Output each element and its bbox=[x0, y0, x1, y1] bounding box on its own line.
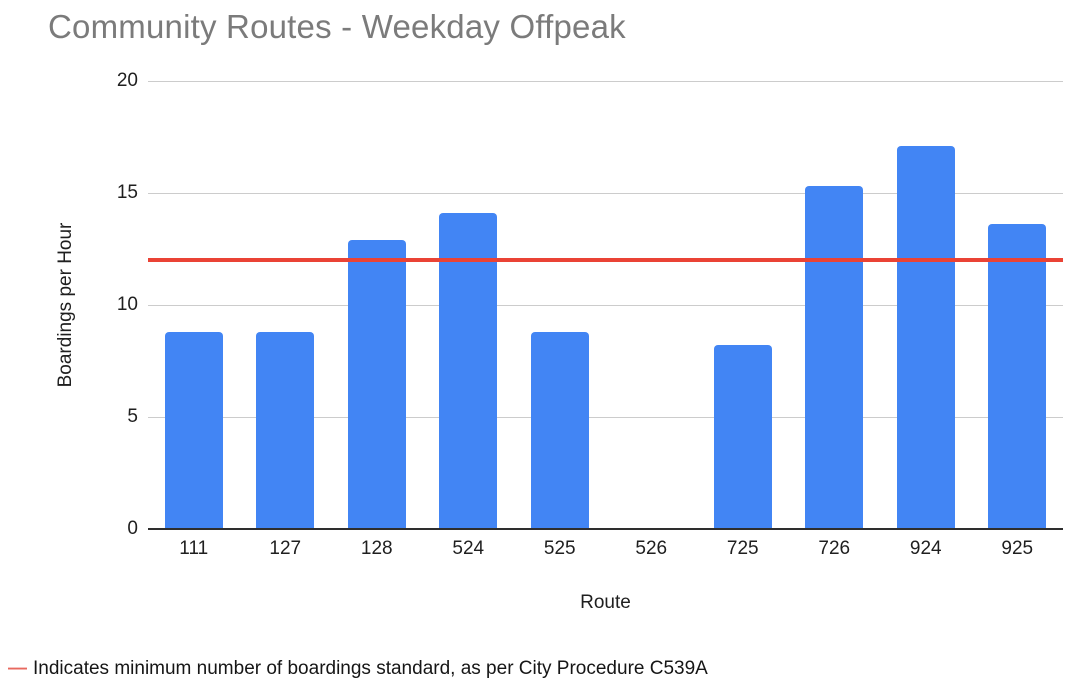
bar-725 bbox=[713, 345, 772, 529]
bar-524 bbox=[439, 213, 498, 529]
reference-line-legend-marker: — bbox=[8, 658, 27, 679]
x-tick-label-925: 925 bbox=[1001, 538, 1034, 559]
y-axis-labels: 0 5 10 15 20 bbox=[0, 70, 138, 539]
gridline-10 bbox=[148, 304, 1063, 306]
plot-area bbox=[148, 80, 1063, 530]
bar-128 bbox=[347, 240, 406, 529]
x-tick-label-111: 111 bbox=[179, 538, 209, 559]
x-tick-label-924: 924 bbox=[909, 538, 942, 559]
y-tick-label-0: 0 bbox=[127, 518, 138, 539]
gridline-20 bbox=[148, 80, 1063, 82]
bar-924 bbox=[896, 145, 955, 529]
reference-line-legend: — Indicates minimum number of boardings s… bbox=[8, 658, 708, 680]
x-axis-labels: 111 127 128 524 525 526 725 726 924 925 bbox=[148, 538, 1063, 564]
chart-title: Community Routes - Weekday Offpeak bbox=[48, 8, 626, 45]
x-axis-title: Route bbox=[580, 592, 631, 613]
x-tick-label-726: 726 bbox=[818, 538, 851, 559]
x-tick-label-526: 526 bbox=[635, 538, 668, 559]
bar-925 bbox=[988, 224, 1047, 529]
x-tick-label-128: 128 bbox=[360, 538, 393, 559]
x-tick-label-525: 525 bbox=[543, 538, 576, 559]
minimum-boardings-reference-line bbox=[148, 258, 1063, 263]
y-tick-label-15: 15 bbox=[116, 182, 138, 203]
bar-726 bbox=[805, 186, 864, 529]
bar-525 bbox=[530, 331, 589, 529]
x-tick-label-725: 725 bbox=[726, 538, 759, 559]
bar-127 bbox=[256, 331, 315, 529]
x-tick-label-524: 524 bbox=[452, 538, 485, 559]
gridline-5 bbox=[148, 416, 1063, 418]
bar-111 bbox=[164, 331, 223, 529]
y-tick-label-20: 20 bbox=[116, 70, 138, 91]
x-axis-line bbox=[148, 528, 1063, 530]
gridline-15 bbox=[148, 192, 1063, 194]
y-tick-label-5: 5 bbox=[127, 406, 138, 427]
y-tick-label-10: 10 bbox=[116, 294, 138, 315]
x-tick-label-127: 127 bbox=[269, 538, 302, 559]
reference-line-legend-text: Indicates minimum number of boardings st… bbox=[33, 658, 708, 679]
